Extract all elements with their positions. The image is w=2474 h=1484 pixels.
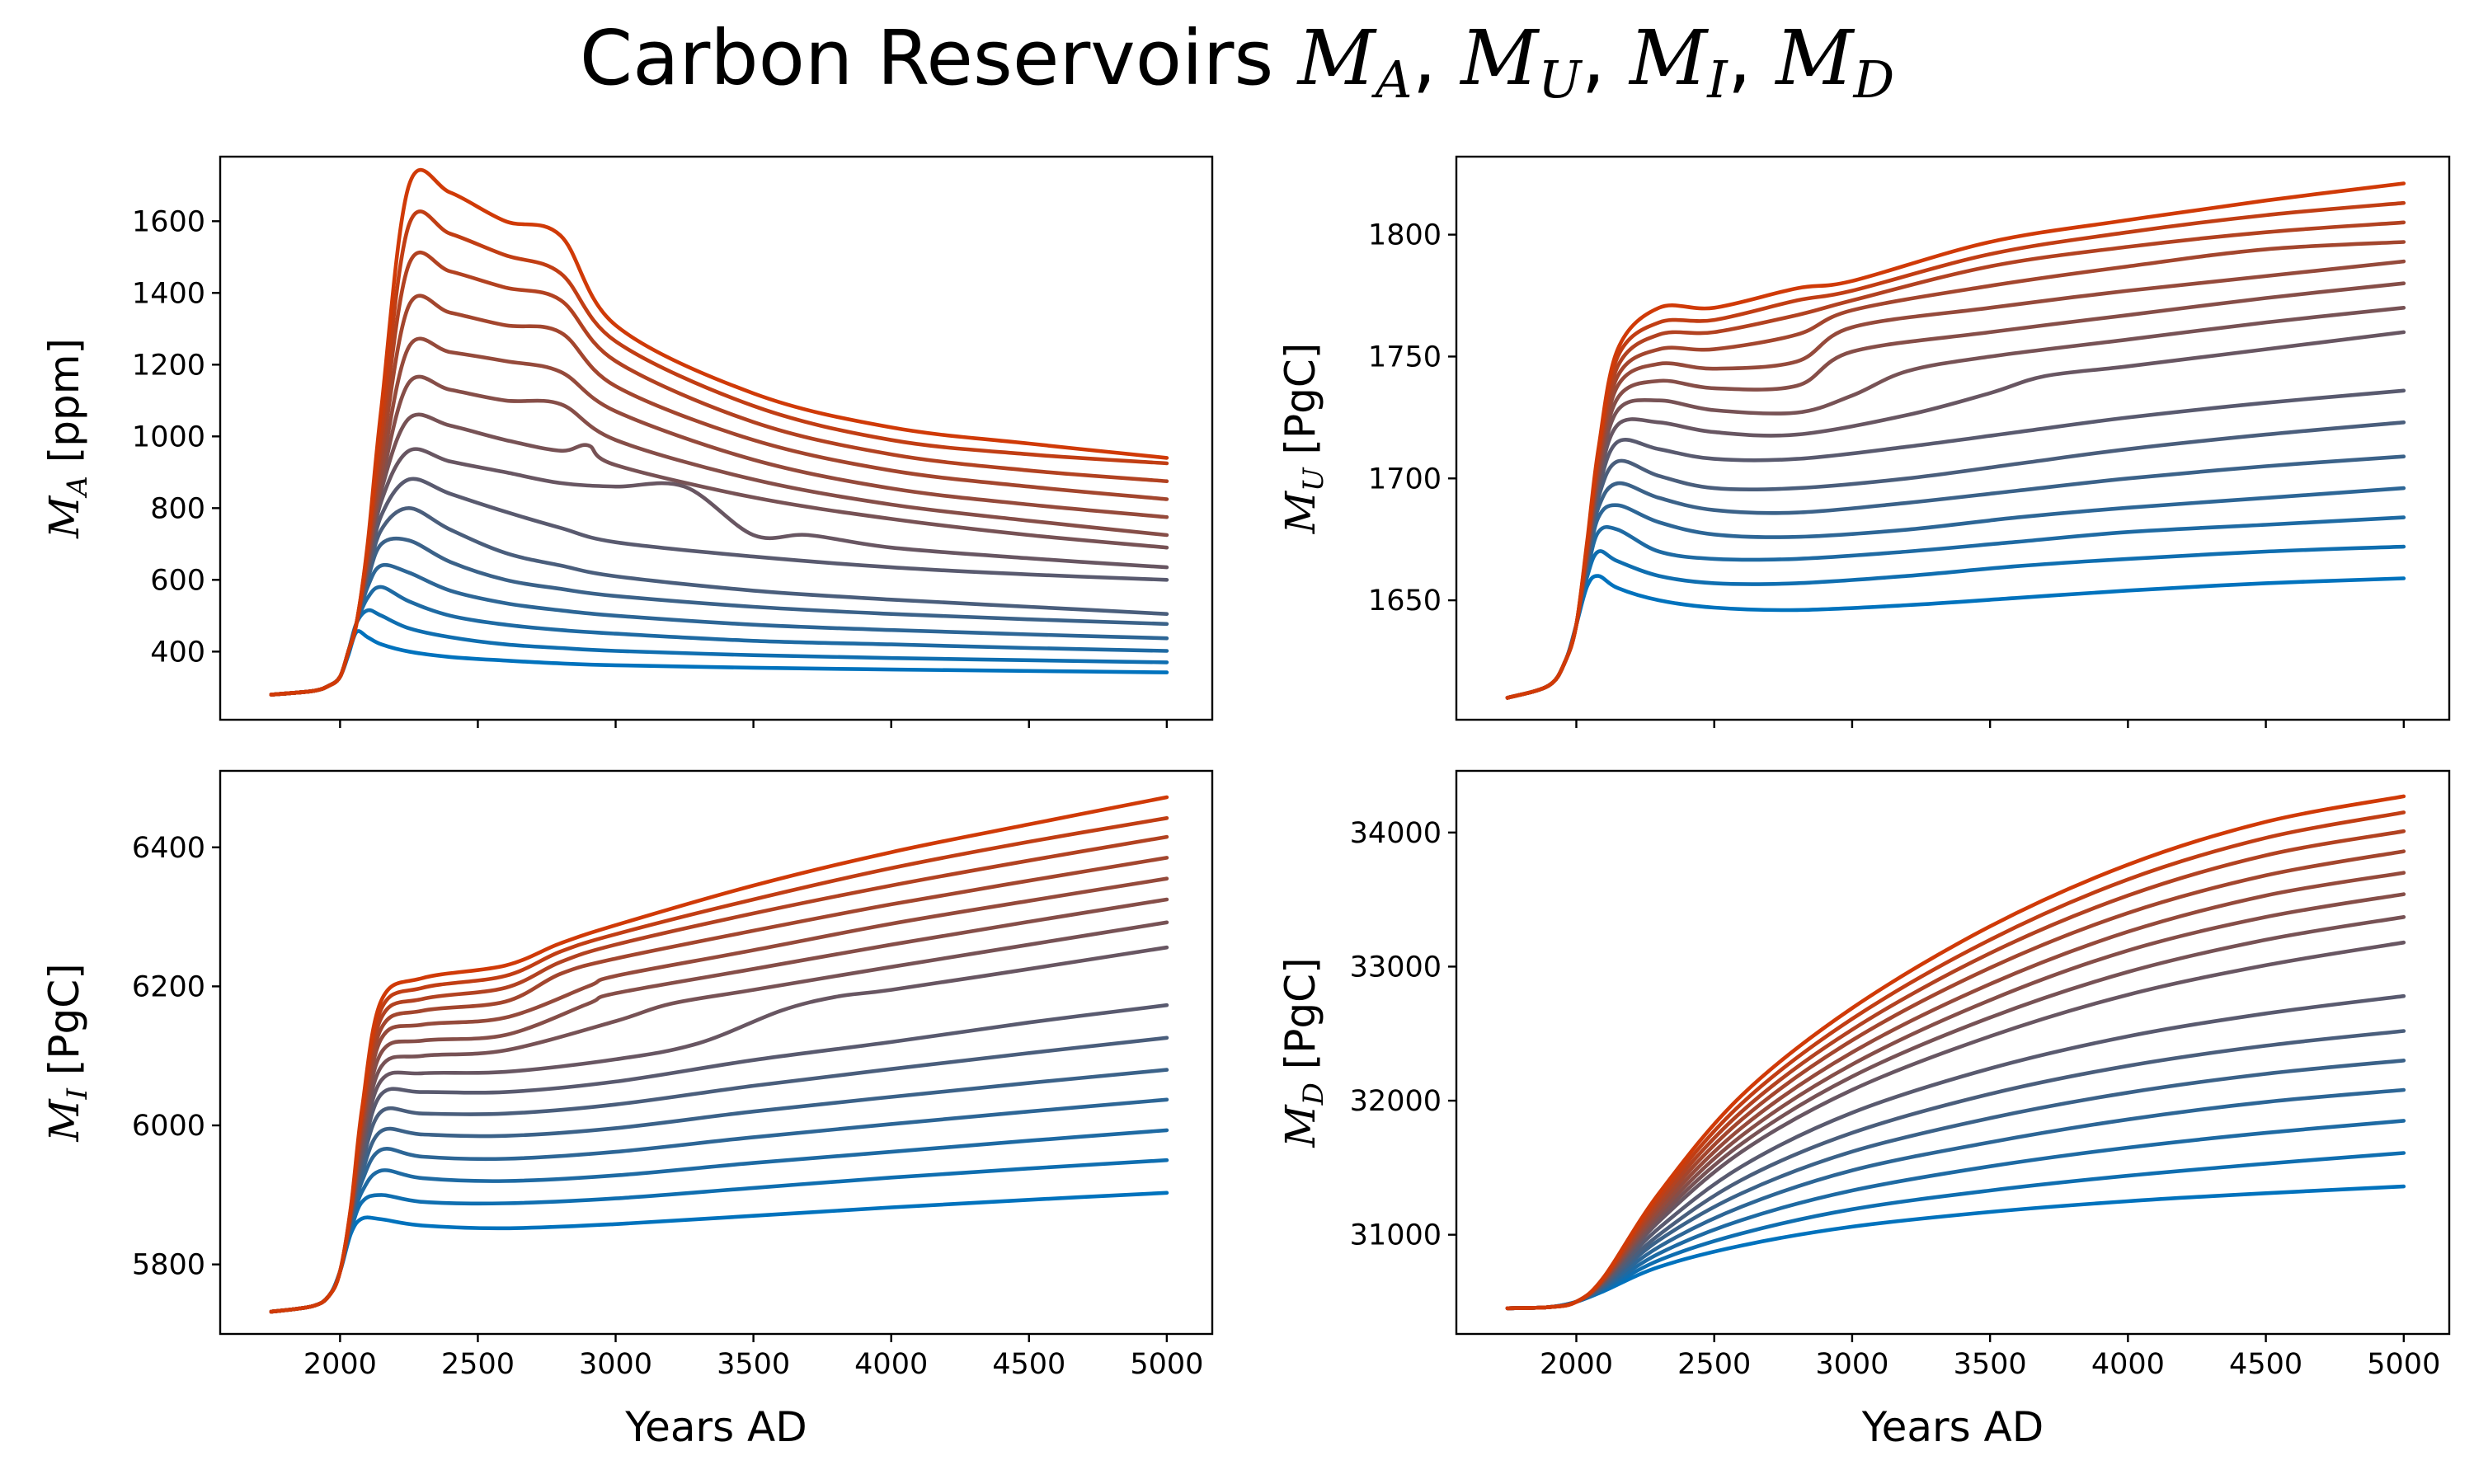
y-axis-symbol: M <box>40 1098 88 1143</box>
series-line <box>269 1128 1169 1314</box>
axes-frame <box>219 155 1214 721</box>
series-line <box>1505 794 2406 1311</box>
series-line <box>269 856 1169 1314</box>
y-tick-label: 1400 <box>132 277 205 310</box>
series-line <box>1505 1059 2406 1311</box>
y-axis-subscript: D <box>1297 1082 1330 1106</box>
figure-title-symbol: M <box>1296 14 1378 102</box>
figure-title-symbol: M <box>1459 14 1540 102</box>
series-line <box>269 1190 1169 1314</box>
axes-frame <box>1455 155 2451 721</box>
series-group <box>269 795 1169 1314</box>
figure-title-separator: , <box>1413 14 1461 102</box>
y-tick-label: 34000 <box>1350 817 1442 850</box>
series-line <box>1505 574 2406 700</box>
series-line <box>269 562 1169 697</box>
x-axis-label: Years AD <box>1861 1403 2044 1451</box>
series-line <box>1505 544 2406 700</box>
panel-MD: 2000 2500 3000 3500 4000 4500 5000 31000 32000 33… <box>1277 769 2451 1451</box>
axes-frame <box>219 769 1214 1336</box>
figure-title-subscript: D <box>1852 49 1894 110</box>
y-tick-label: 400 <box>150 636 205 669</box>
series-group <box>269 168 1169 697</box>
x-tick-label: 4500 <box>2229 1348 2302 1381</box>
y-axis-unit: [PgC] <box>1277 343 1324 468</box>
series-group <box>1505 181 2406 700</box>
y-tick-label: 1750 <box>1368 340 1442 373</box>
figure-title-subscript: I <box>1706 49 1729 110</box>
x-tick-label: 3000 <box>579 1348 652 1381</box>
panel-MU: 1650 1700 1750 1800 MU [PgC] <box>1277 155 2451 728</box>
x-tick-label: 2500 <box>1677 1348 1751 1381</box>
panel-MI: 2000 2500 3000 3500 4000 4500 5000 5800 6000 6200… <box>40 769 1214 1451</box>
figure-title: Carbon Reservoirs MA, MU, MI, MD <box>580 14 1894 110</box>
x-tick-label: 4000 <box>854 1348 928 1381</box>
series-line <box>1505 220 2406 700</box>
y-tick-label: 6000 <box>132 1110 205 1143</box>
series-line <box>1505 420 2406 700</box>
series-line <box>1505 454 2406 700</box>
series-line <box>1505 181 2406 700</box>
x-tick-label: 4000 <box>2091 1348 2165 1381</box>
x-tick-label: 2000 <box>303 1348 377 1381</box>
x-tick-label: 2000 <box>1540 1348 1613 1381</box>
figure-title-symbol: M <box>1774 14 1856 102</box>
series-line <box>1505 515 2406 700</box>
y-axis-label: MA [ppm] <box>40 338 94 539</box>
series-line <box>269 795 1169 1314</box>
figure-title-subscript: U <box>1538 49 1583 110</box>
series-line <box>269 897 1169 1314</box>
y-tick-label: 31000 <box>1350 1219 1442 1252</box>
x-tick-label: 5000 <box>2367 1348 2440 1381</box>
y-tick-label: 1600 <box>132 205 205 238</box>
series-line <box>1505 259 2406 700</box>
y-tick-label: 1800 <box>1368 219 1442 252</box>
y-axis-symbol: M <box>1277 490 1324 534</box>
x-tick-label: 3500 <box>717 1348 790 1381</box>
y-tick-label: 600 <box>150 564 205 597</box>
x-tick-label: 3500 <box>1954 1348 2027 1381</box>
y-axis-symbol: M <box>1277 1104 1324 1148</box>
figure-title-separator: , <box>1728 14 1776 102</box>
y-axis-subscript: A <box>61 476 94 499</box>
y-axis-symbol: M <box>40 495 88 539</box>
y-tick-label: 6400 <box>132 832 205 865</box>
y-tick-label: 5800 <box>132 1249 205 1282</box>
y-axis-subscript: I <box>61 1087 94 1100</box>
y-axis-unit: [PgC] <box>40 963 88 1088</box>
y-tick-label: 1000 <box>132 420 205 453</box>
axes-frame <box>1455 769 2451 1336</box>
y-tick-label: 1650 <box>1368 585 1442 618</box>
y-axis-unit: [ppm] <box>40 338 88 476</box>
figure-title-subscript: A <box>1371 49 1413 110</box>
y-tick-label: 6200 <box>132 970 205 1003</box>
y-tick-label: 33000 <box>1350 951 1442 984</box>
y-axis-label: MI [PgC] <box>40 963 94 1142</box>
y-tick-label: 32000 <box>1350 1085 1442 1118</box>
y-axis-label: MU [PgC] <box>1277 343 1330 535</box>
panel-MA: 400 600 800 1000 1200 1400 1600 MA [ppm] <box>40 155 1214 728</box>
x-tick-label: 4500 <box>992 1348 1065 1381</box>
x-axis-label: Years AD <box>624 1403 807 1451</box>
x-tick-label: 2500 <box>441 1348 515 1381</box>
y-axis-subscript: U <box>1297 467 1330 491</box>
figure-title-separator: , <box>1582 14 1630 102</box>
y-tick-label: 1200 <box>132 349 205 382</box>
figure-title-symbol: M <box>1628 14 1710 102</box>
figure-title-prefix: Carbon Reservoirs <box>580 14 1298 102</box>
series-group <box>1505 794 2406 1311</box>
x-tick-label: 5000 <box>1130 1348 1203 1381</box>
series-line <box>269 168 1169 697</box>
y-axis-unit: [PgC] <box>1277 957 1324 1082</box>
y-tick-label: 1700 <box>1368 463 1442 495</box>
y-axis-label: MD [PgC] <box>1277 957 1330 1148</box>
series-line <box>269 1158 1169 1314</box>
x-tick-label: 3000 <box>1815 1348 1888 1381</box>
series-line <box>1505 486 2406 700</box>
y-tick-label: 800 <box>150 492 205 525</box>
